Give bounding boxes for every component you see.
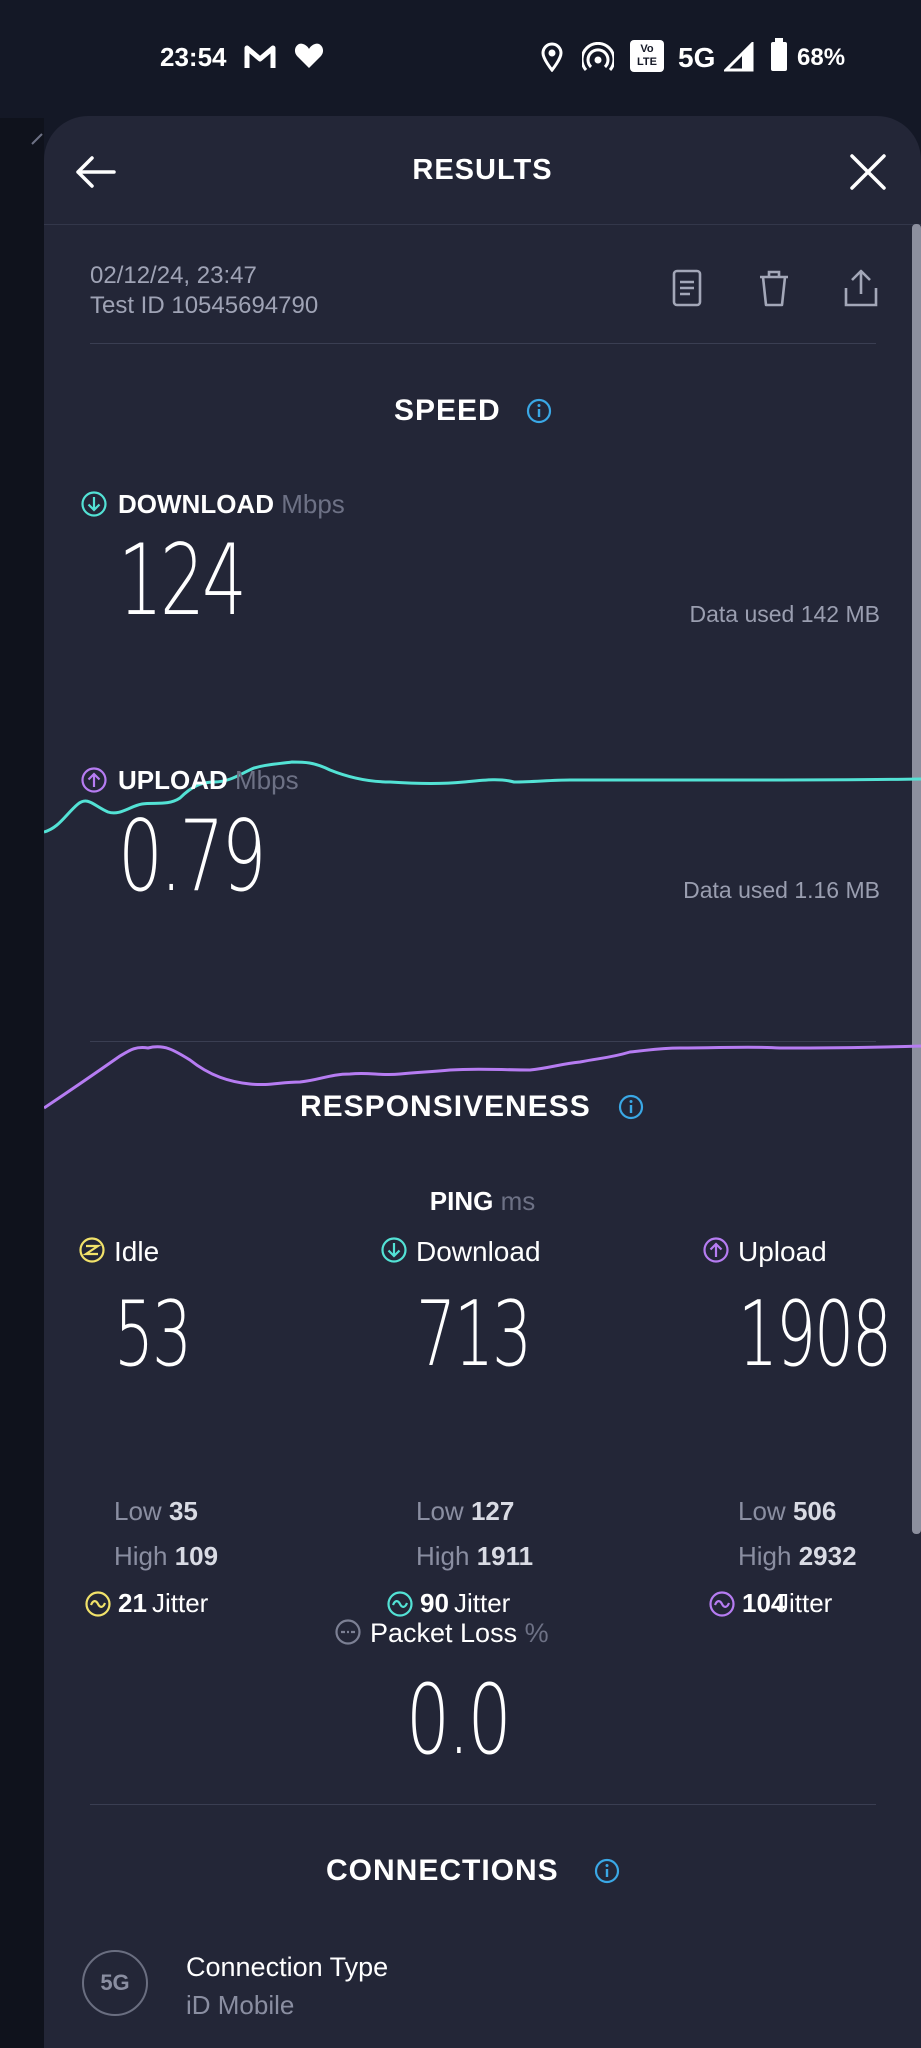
results-header: RESULTS — [44, 116, 921, 225]
ping-download-value: 713 — [416, 1282, 532, 1387]
connection-5g-badge: 5G — [82, 1950, 148, 2016]
download-graph — [44, 760, 921, 834]
close-icon[interactable] — [844, 148, 892, 196]
background-app-strip — [0, 118, 44, 2048]
ping-upload-low: Low 506 — [738, 1496, 837, 1526]
ping-idle-low: Low 35 — [114, 1496, 198, 1526]
hotspot-icon — [582, 42, 614, 71]
speed-title: SPEED — [394, 394, 501, 427]
trash-icon[interactable] — [756, 268, 792, 308]
signal-icon — [724, 42, 754, 72]
ping-upload-high: High 2932 — [738, 1541, 857, 1571]
ping-upload-value: 1908 — [738, 1282, 892, 1387]
connection-type-label: Connection Type — [186, 1952, 389, 1982]
share-icon[interactable] — [842, 268, 880, 308]
battery-icon — [771, 38, 787, 71]
ping-download-header: Download — [380, 1234, 640, 1274]
connections-info-icon[interactable] — [594, 1858, 620, 1884]
results-sheet: RESULTS 02/12/24, 23:47 Test ID 10545694… — [44, 116, 921, 2048]
status-bar: 23:54 Vo LTE 5G 68% — [0, 0, 921, 118]
upload-speed-value: 0.79 — [118, 800, 266, 914]
ping-download-column: Download 713 Low 127 High 1911 Jitter 90 — [380, 1234, 640, 1618]
packet-loss-value: 0.0 — [406, 1664, 512, 1776]
upload-graph — [44, 1044, 921, 1110]
upload-data-used: Data used 1.16 MB — [683, 877, 880, 903]
ping-idle-column: Idle 53 Low 35 High 109 Jitter 21 — [78, 1234, 338, 1618]
divider — [90, 1804, 876, 1805]
responsiveness-title: RESPONSIVENESS — [300, 1090, 591, 1123]
ping-upload-column: Upload 1908 Low 506 High 2932 Jitter 104 — [702, 1234, 921, 1618]
page-title: RESULTS — [412, 154, 553, 186]
test-date: 02/12/24, 23:47 — [90, 262, 257, 289]
speed-info-icon[interactable] — [526, 398, 552, 424]
scrollbar[interactable] — [912, 224, 921, 1534]
upload-label: UPLOAD Mbps — [118, 765, 299, 795]
location-icon — [541, 42, 563, 72]
battery-percent: 68% — [797, 44, 846, 71]
connection-type-value: iD Mobile — [186, 1990, 295, 2020]
download-label: DOWNLOAD Mbps — [118, 489, 345, 519]
network-type: 5G — [678, 42, 716, 73]
ping-idle-header: Idle — [78, 1234, 338, 1274]
packet-loss-icon — [335, 1619, 361, 1645]
volte-icon: Vo LTE — [630, 40, 664, 72]
responsiveness-info-icon[interactable] — [618, 1094, 644, 1120]
upload-icon — [703, 1237, 729, 1263]
background-close-icon — [31, 133, 43, 145]
ping-idle-value: 53 — [114, 1282, 192, 1387]
upload-icon — [81, 767, 107, 793]
heart-icon — [294, 43, 324, 68]
idle-icon — [79, 1237, 105, 1263]
gmail-icon — [244, 45, 276, 68]
test-id: Test ID 10545694790 — [90, 292, 319, 319]
jitter-icon — [85, 1591, 111, 1617]
ping-label: PING ms — [429, 1186, 536, 1216]
jitter-icon — [387, 1591, 413, 1617]
download-speed-value: 124 — [118, 524, 247, 638]
packet-loss-header: Packet Loss % — [335, 1618, 549, 1649]
download-data-used: Data used 142 MB — [689, 601, 880, 627]
ping-download-high: High 1911 — [416, 1541, 534, 1571]
ping-idle-high: High 109 — [114, 1541, 219, 1571]
ping-download-low: Low 127 — [416, 1496, 515, 1526]
ping-upload-header: Upload — [702, 1234, 921, 1274]
back-arrow-icon[interactable] — [72, 148, 120, 196]
divider — [90, 1041, 876, 1042]
download-icon — [381, 1237, 407, 1263]
divider — [90, 343, 876, 344]
download-icon — [81, 491, 107, 517]
connections-title: CONNECTIONS — [326, 1854, 559, 1887]
document-icon[interactable] — [670, 268, 704, 308]
jitter-icon — [709, 1591, 735, 1617]
status-time: 23:54 — [160, 42, 227, 72]
